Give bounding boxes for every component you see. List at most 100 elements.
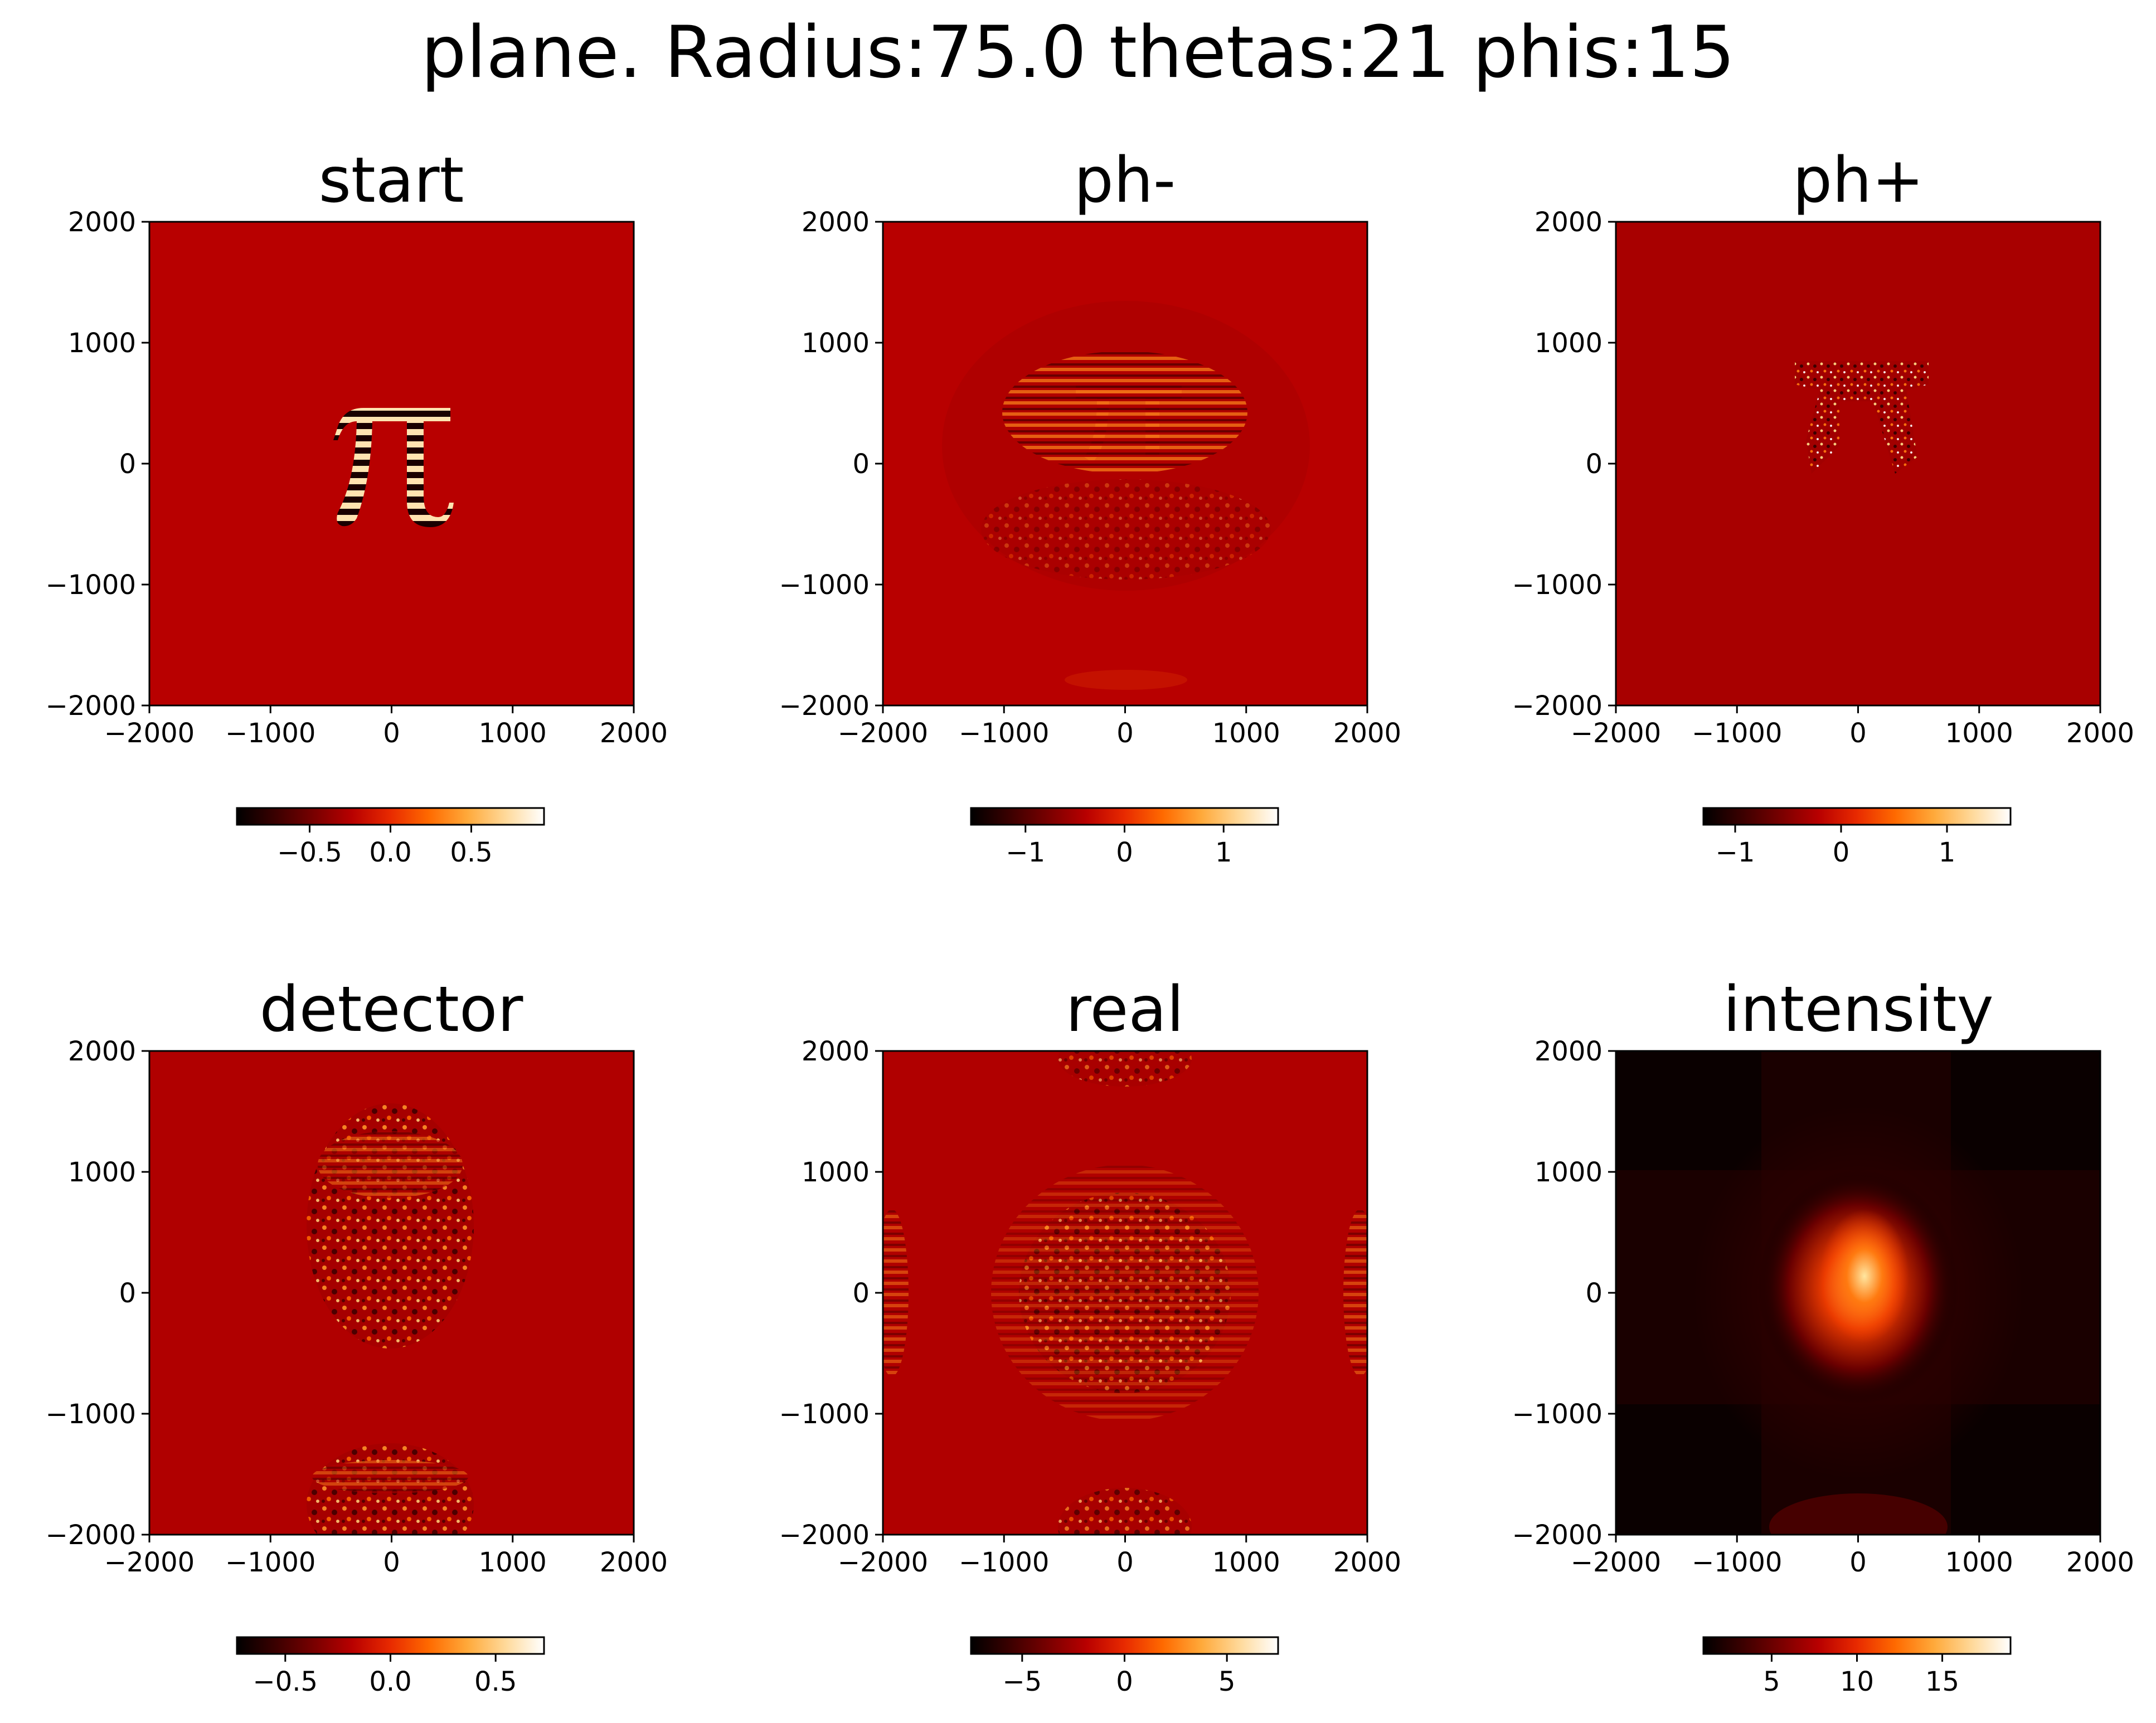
x-tick-label: 2000 [1333,1547,1401,1578]
panel-start: start −2000 −1000 0 1000 2000200010000−1000−… [46,144,668,868]
colorbar-gradient [237,1637,544,1654]
y-tick-label: 1000 [68,1157,136,1188]
y-tick-label: 1000 [802,328,870,359]
colorbar-tick-label: 0 [1116,837,1133,868]
x-tick-label: 0 [383,1547,400,1578]
colorbar-tick-label: 0.5 [474,1666,517,1697]
colorbar-gradient [971,1637,1278,1654]
x-tick-label: 1000 [1945,718,2013,749]
panel-ph-plus: ph+ −2000 −1000 0 1000 2000 2000 1000 0 −1000 −20… [1512,144,2134,868]
y-tick-label: −1000 [779,1399,870,1430]
colorbar-tick-label: −0.5 [253,1666,318,1697]
y-tick-label: 1000 [802,1157,870,1188]
y-tick-label: 0 [1585,449,1603,480]
colorbar-tick-label: −0.5 [277,837,342,868]
y-tick-label: −2000 [46,1520,136,1551]
colorbar-gradient [1703,1637,2011,1654]
pi-pattern [333,408,454,527]
x-tick-label: 2000 [2066,718,2134,749]
y-tick-label: 0 [852,449,870,480]
y-tick-label: 2000 [1535,1036,1603,1067]
heatmap-image [1616,222,2100,705]
panel-title: real [1066,974,1184,1046]
x-tick-label: −2000 [838,1547,928,1578]
colorbar-tick-label: 1 [1939,837,1956,868]
panel-title: start [319,144,464,217]
x-tick-label: −2000 [1571,718,1661,749]
x-tick-label: 1000 [1212,1547,1280,1578]
heatmap-image [149,222,634,705]
x-tick-label: 0 [383,718,400,749]
y-tick-label: −1000 [779,570,870,601]
colorbar-tick-label: −1 [1006,837,1045,868]
y-tick-label: −1000 [1512,570,1603,601]
x-tick-label: −1000 [225,718,315,749]
y-tick-label: 0 [119,1278,136,1309]
y-tick-label: 0 [119,449,136,480]
panel-title: ph+ [1793,144,1924,217]
x-tick-label: 1000 [479,718,547,749]
y-tick-label: 1000 [1535,328,1603,359]
y-tick-label: −1000 [46,1399,136,1430]
colorbar-gradient [237,808,544,825]
x-tick-label: −2000 [104,718,195,749]
x-tick-label: 1000 [479,1547,547,1578]
y-tick-label: 2000 [68,1036,136,1067]
y-tick-label: −2000 [1512,1520,1603,1551]
heatmap-image [1616,1051,2100,1535]
colorbar-tick-label: 0.0 [369,837,411,868]
y-tick-label: −1000 [46,570,136,601]
x-tick-label: 2000 [1333,718,1401,749]
panel-title: detector [260,974,524,1046]
panel-ph-minus: ph- −2000 −1000 0 1000 2000 2000 1000 0 −1000 −20… [779,144,1401,868]
panel-intensity: intensity −2000 −1000 0 1000 2000 2000 1000 0 −1… [1512,974,2134,1697]
x-tick-label: 0 [1116,1547,1134,1578]
x-tick-label: 1000 [1212,718,1280,749]
colorbar-tick-label: 0.5 [450,837,492,868]
x-tick-label: 2000 [2066,1547,2134,1578]
colorbar-tick-label: −1 [1716,837,1755,868]
x-tick-label: −2000 [1571,1547,1661,1578]
x-tick-label: −1000 [959,1547,1049,1578]
heatmap-image [883,222,1367,705]
colorbar-tick-label: 5 [1763,1666,1780,1697]
y-tick-label: 1000 [68,328,136,359]
suptitle: plane. Radius:75.0 thetas:21 phis:15 [421,11,1735,94]
y-tick-label: 1000 [1535,1157,1603,1188]
x-tick-label: 2000 [600,718,668,749]
colorbar-tick-label: 0.0 [369,1666,411,1697]
x-tick-label: 0 [1116,718,1134,749]
heatmap-image [883,1051,1367,1535]
x-tick-label: 1000 [1945,1547,2013,1578]
panel-title: ph- [1074,144,1176,217]
colorbar-tick-label: 5 [1218,1666,1236,1697]
y-tick-label: 0 [852,1278,870,1309]
x-tick-label: 2000 [600,1547,668,1578]
colorbar-gradient [1703,808,2011,825]
y-tick-label: 0 [1585,1278,1603,1309]
colorbar-tick-label: 1 [1215,837,1232,868]
y-tick-label: −2000 [46,690,136,722]
x-tick-label: −2000 [104,1547,195,1578]
panel-detector: detector −2000 −1000 0 1000 2000 2000 1000 0 −10… [46,974,668,1697]
x-tick-label: −1000 [1692,1547,1782,1578]
colorbar-tick-label: 10 [1840,1666,1874,1697]
y-tick-label: 2000 [1535,207,1603,238]
y-tick-label: −2000 [779,690,870,722]
y-tick-label: −1000 [1512,1399,1603,1430]
panel-title: intensity [1723,974,1994,1046]
heatmap-image [149,1051,634,1535]
colorbar-frame [1702,807,2012,826]
y-tick-label: −2000 [1512,690,1603,722]
x-tick-label: −2000 [838,718,928,749]
colorbar-tick-label: 15 [1925,1666,1959,1697]
y-tick-label: −2000 [779,1520,870,1551]
colorbar-gradient [971,808,1278,825]
x-tick-label: −1000 [1692,718,1782,749]
colorbar-tick-label: 0 [1116,1666,1133,1697]
y-tick-label: 2000 [68,207,136,238]
panel-real: real −2000 −1000 0 1000 2000 2000 1000 0 −1000 −2… [779,974,1401,1697]
y-tick-label: 2000 [802,1036,870,1067]
x-tick-label: −1000 [959,718,1049,749]
